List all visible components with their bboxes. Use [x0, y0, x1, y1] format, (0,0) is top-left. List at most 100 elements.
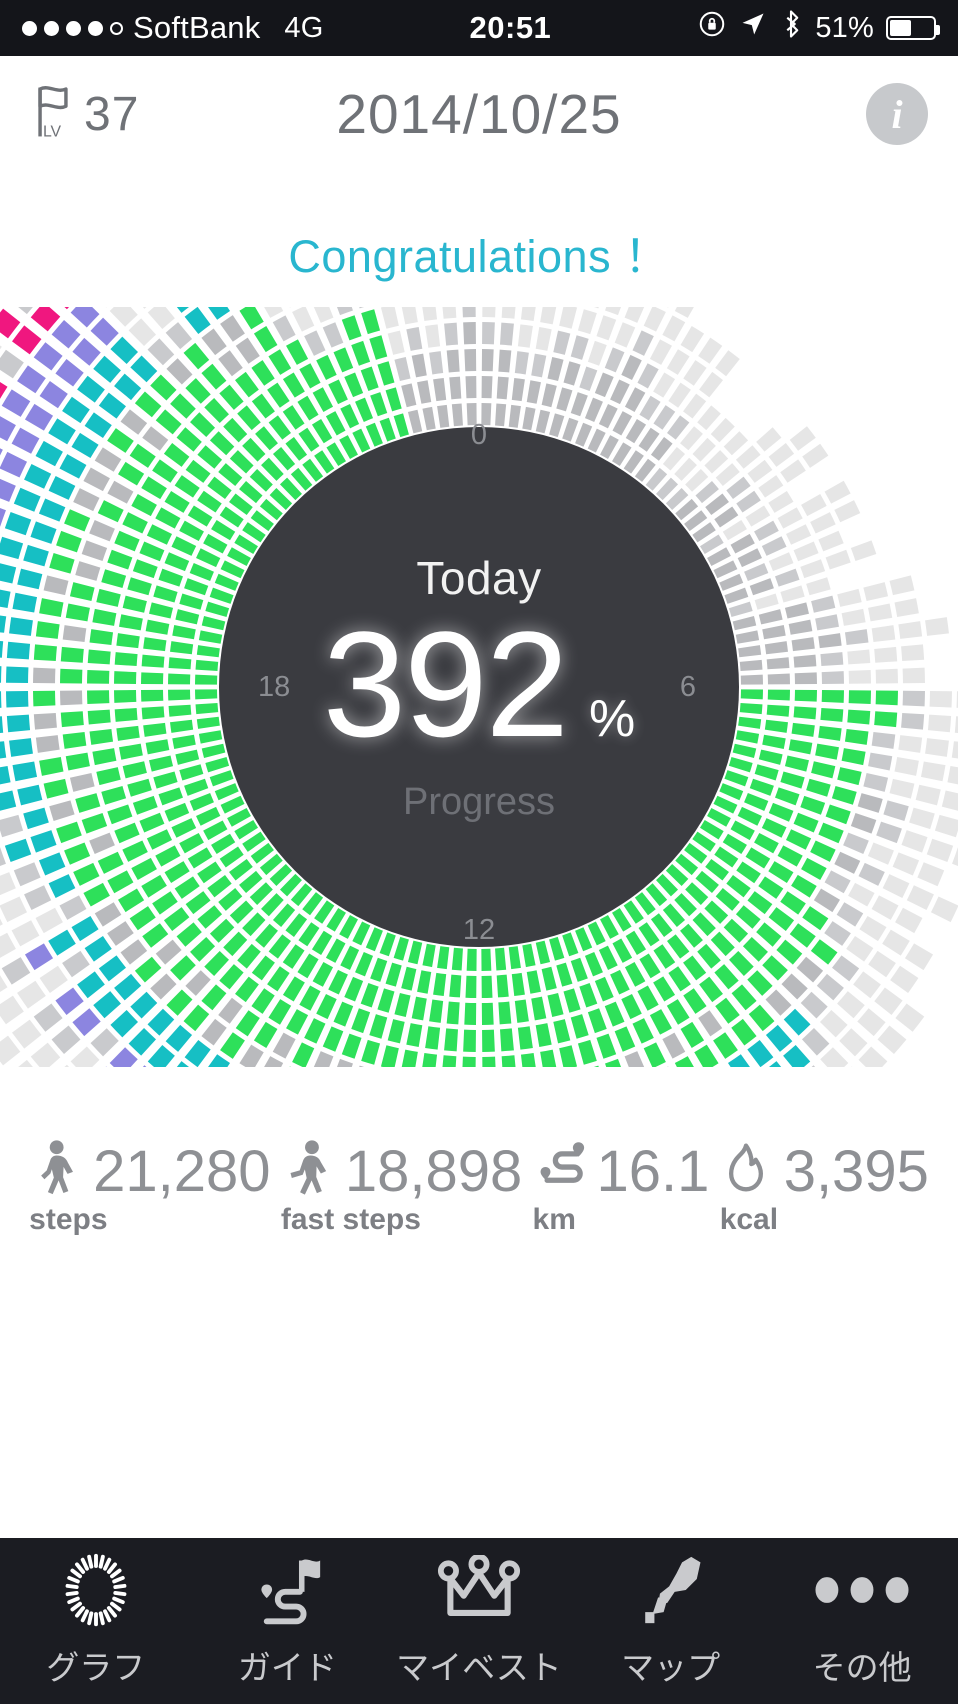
dial-segment: [183, 342, 210, 370]
stat-steps[interactable]: 21,280 steps: [29, 1138, 270, 1237]
dial-segment: [951, 741, 958, 759]
dial-segment: [665, 864, 689, 887]
dial-segment: [411, 996, 427, 1021]
dial-segment: [272, 315, 296, 342]
signal-strength-icon: [22, 20, 123, 36]
dial-segment: [775, 568, 800, 587]
stat-fast-steps[interactable]: 18,898 fast steps: [281, 1138, 522, 1237]
tab-other[interactable]: その他: [766, 1538, 958, 1704]
dial-segment: [292, 307, 315, 332]
dial-segment: [333, 1001, 354, 1027]
tab-other-label: その他: [812, 1649, 912, 1686]
dial-segment: [762, 734, 786, 749]
dial-segment: [824, 870, 851, 894]
dial-segment: [114, 671, 137, 684]
dial-segment: [768, 802, 794, 822]
dial-segment: [800, 559, 826, 579]
dial-segment: [890, 965, 919, 993]
dial-segment: [313, 1051, 334, 1067]
dial-segment: [731, 984, 757, 1011]
dial-segment: [857, 1008, 886, 1037]
dial-segment: [789, 426, 816, 451]
dial-segment: [65, 752, 90, 771]
dial-segment: [563, 988, 581, 1013]
dial-segment: [740, 689, 763, 700]
dial-segment: [214, 573, 239, 591]
activity-dial[interactable]: Today 392 % Progress 0 6 12 18: [0, 307, 958, 1067]
tab-graph[interactable]: グラフ: [0, 1538, 192, 1704]
dial-segment: [0, 478, 16, 502]
dial-segment: [730, 820, 755, 841]
dial-segment: [766, 657, 790, 670]
dial-segment: [23, 807, 49, 830]
dial-segment: [152, 891, 178, 915]
dial-segment: [406, 1023, 423, 1047]
dial-segment: [189, 563, 214, 582]
dial-segment: [311, 930, 333, 955]
dial-segment: [876, 821, 902, 844]
dial-segment: [596, 1033, 617, 1059]
dial-segment: [166, 989, 193, 1016]
dial-segment: [901, 830, 928, 853]
dial-segment: [776, 939, 803, 965]
dial-segment: [387, 1019, 405, 1044]
dial-segment: [704, 450, 729, 474]
dial-segment: [836, 902, 864, 927]
dial-segment: [600, 915, 619, 939]
tab-map[interactable]: マップ: [575, 1538, 767, 1704]
dial-segment: [128, 318, 157, 347]
tab-mybest[interactable]: マイベスト: [383, 1538, 575, 1704]
dial-segment: [195, 674, 218, 685]
dial-segment: [35, 735, 60, 753]
dial-segment: [242, 912, 266, 937]
dial-segment: [735, 730, 760, 744]
dial-segment: [531, 353, 547, 378]
dial-segment: [127, 577, 152, 596]
dial-segment: [71, 432, 99, 459]
dial-segment: [422, 943, 436, 968]
dial-segment: [219, 846, 244, 868]
dial-segment: [481, 948, 492, 971]
dial-segment: [164, 861, 190, 884]
dial-segment: [218, 888, 243, 911]
dial-segment: [118, 461, 145, 486]
dial-segment: [65, 603, 90, 622]
congratulations-banner: Congratulations ！: [288, 231, 670, 282]
dial-segment: [184, 578, 209, 596]
dial-segment: [596, 315, 617, 341]
dial-segment: [831, 785, 857, 805]
dial-segment: [0, 872, 16, 896]
tab-guide[interactable]: ガイド: [192, 1538, 384, 1704]
dial-segment: [901, 712, 925, 730]
dial-segment: [634, 892, 656, 916]
dial-segment: [653, 405, 676, 430]
dial-segment: [141, 689, 164, 702]
dial-segment: [463, 322, 476, 345]
dial-segment: [464, 349, 477, 372]
dial-segment: [33, 342, 63, 371]
stat-calories[interactable]: 3,395 kcal: [720, 1138, 929, 1237]
info-button[interactable]: i: [866, 83, 928, 145]
dial-segment: [788, 739, 813, 755]
dial-segment: [282, 944, 305, 969]
dial-segment: [201, 363, 227, 390]
dial-segment: [667, 934, 690, 959]
dial-segment: [535, 327, 552, 351]
dial-segment: [739, 659, 763, 671]
dial-segment: [707, 808, 731, 827]
dial-segment: [107, 921, 134, 946]
dial-segment: [71, 915, 99, 942]
dial-segment: [33, 1003, 63, 1032]
level-indicator[interactable]: LV 37: [30, 83, 139, 146]
dial-segment: [114, 373, 142, 401]
dial-segment: [90, 317, 119, 346]
dial-segment: [261, 457, 284, 481]
dial-segment: [674, 307, 694, 318]
dial-segment: [170, 641, 194, 655]
dial-segment: [251, 988, 275, 1014]
stat-distance[interactable]: 16.1 km: [533, 1138, 710, 1237]
dial-segment: [401, 1049, 418, 1067]
dial-segment: [594, 372, 614, 398]
dial-segment: [837, 767, 862, 786]
dial-segment: [60, 711, 84, 728]
